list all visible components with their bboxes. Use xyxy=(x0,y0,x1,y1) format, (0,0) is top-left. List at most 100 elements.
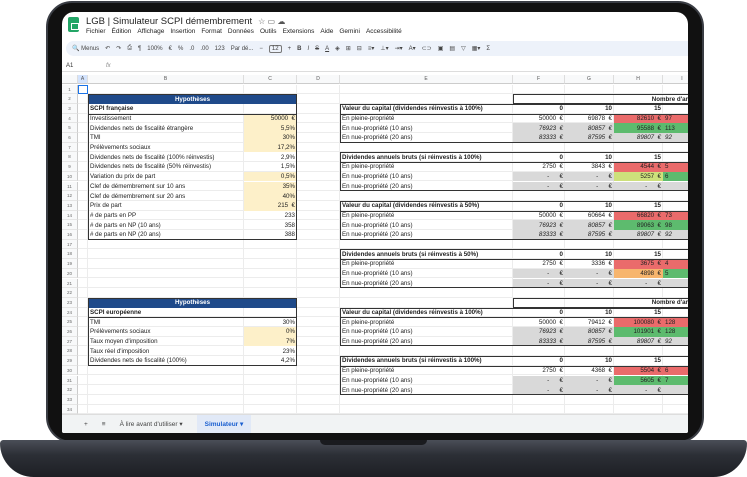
hypothesis-value[interactable]: 7% xyxy=(244,336,297,347)
rotate-icon[interactable]: A▾ xyxy=(408,46,416,52)
row-header[interactable]: 27 xyxy=(62,336,78,347)
hypothesis-value[interactable]: 215 € xyxy=(244,200,297,211)
hypothesis-value[interactable]: 40% xyxy=(244,191,297,201)
menu-insertion[interactable]: Insertion xyxy=(170,28,196,35)
hypothesis-value[interactable]: 50000 € xyxy=(244,113,297,124)
column-header[interactable]: C xyxy=(244,75,297,84)
row-header[interactable]: 14 xyxy=(62,210,78,221)
paint-format-icon[interactable]: ¶ xyxy=(138,45,142,52)
column-header[interactable]: F xyxy=(513,75,565,84)
row-header[interactable]: 32 xyxy=(62,385,78,395)
menu-extensions[interactable]: Extensions xyxy=(282,28,315,35)
sheet-tab[interactable]: Simulateur ▾ xyxy=(196,415,252,433)
comment-icon[interactable]: ▣ xyxy=(437,46,444,52)
link-icon[interactable]: ⊂⊃ xyxy=(421,46,432,52)
row-header[interactable]: 13 xyxy=(62,200,78,211)
row-header[interactable]: 20 xyxy=(62,268,78,279)
more-formats-button[interactable]: 123 xyxy=(214,45,225,52)
row-header[interactable]: 2 xyxy=(62,94,78,104)
row-header[interactable]: 19 xyxy=(62,259,78,269)
row-header[interactable]: 30 xyxy=(62,365,78,376)
menu-accessibilité[interactable]: Accessibilité xyxy=(365,28,402,35)
chart-icon[interactable]: ▤ xyxy=(449,46,456,52)
row-header[interactable]: 28 xyxy=(62,346,78,357)
hypothesis-value[interactable]: 5,5% xyxy=(244,123,297,133)
column-header[interactable]: D xyxy=(297,75,340,84)
row-header[interactable]: 23 xyxy=(62,297,78,308)
row-header[interactable]: 17 xyxy=(62,239,78,250)
redo-icon[interactable]: ↷ xyxy=(116,46,122,52)
borders-icon[interactable]: ⊞ xyxy=(345,46,351,52)
column-header[interactable]: A xyxy=(78,75,88,84)
all-sheets-button[interactable]: ≡ xyxy=(101,420,106,428)
merge-icon[interactable]: ⊟ xyxy=(356,46,362,52)
star-folder-cloud-icons[interactable]: ☆ ▭ ☁ xyxy=(258,17,286,26)
font-size-decrease[interactable]: − xyxy=(259,45,263,52)
row-header[interactable]: 29 xyxy=(62,356,78,366)
increase-decimal-button[interactable]: .00 xyxy=(200,45,209,52)
row-header[interactable]: 16 xyxy=(62,230,78,240)
bold-button[interactable]: B xyxy=(297,45,302,52)
column-header[interactable]: H xyxy=(614,75,663,84)
row-header[interactable]: 7 xyxy=(62,142,78,153)
row-header[interactable]: 8 xyxy=(62,152,78,163)
row-header[interactable]: 6 xyxy=(62,133,78,143)
font-select[interactable]: Par dé... xyxy=(230,45,254,52)
percent-button[interactable]: % xyxy=(177,45,184,52)
align-icon[interactable]: ≡▾ xyxy=(367,46,375,52)
document-title[interactable]: LGB | Simulateur SCPI démembrement ☆ ▭ ☁ xyxy=(86,16,285,27)
currency-button[interactable]: € xyxy=(168,45,172,52)
italic-button[interactable]: I xyxy=(307,45,310,52)
text-color-button[interactable]: A xyxy=(325,45,330,52)
font-size-input[interactable]: 12 xyxy=(268,44,282,53)
menu-outils[interactable]: Outils xyxy=(259,28,277,35)
row-header[interactable]: 9 xyxy=(62,162,78,172)
valign-icon[interactable]: ⊥▾ xyxy=(380,46,389,52)
row-header[interactable]: 33 xyxy=(62,394,78,405)
menu-gemini[interactable]: Gemini xyxy=(339,28,360,35)
row-header[interactable]: 25 xyxy=(62,317,78,327)
row-header[interactable]: 5 xyxy=(62,123,78,133)
filter-views-icon[interactable]: ▦▾ xyxy=(471,46,481,52)
undo-icon[interactable]: ↶ xyxy=(105,46,111,52)
fill-color-icon[interactable]: ◈ xyxy=(335,46,340,52)
wrap-icon[interactable]: ⇥▾ xyxy=(394,46,403,52)
menu-données[interactable]: Données xyxy=(227,28,254,35)
print-icon[interactable]: ⎙ xyxy=(127,45,133,51)
strikethrough-button[interactable]: S xyxy=(315,45,320,52)
add-sheet-button[interactable]: + xyxy=(84,420,88,428)
menu-format[interactable]: Format xyxy=(201,28,222,35)
decrease-decimal-button[interactable]: .0 xyxy=(189,45,195,52)
menu-aide[interactable]: Aide xyxy=(320,28,334,35)
menu-édition[interactable]: Édition xyxy=(111,28,132,35)
row-header[interactable]: 21 xyxy=(62,278,78,289)
row-header[interactable]: 3 xyxy=(62,103,78,114)
filter-icon[interactable]: ▽ xyxy=(461,46,466,52)
row-header[interactable]: 31 xyxy=(62,375,78,386)
search-menus[interactable]: 🔍 Menus xyxy=(72,46,100,52)
column-header[interactable]: G xyxy=(565,75,614,84)
row-header[interactable]: 1 xyxy=(62,84,78,95)
column-header[interactable]: B xyxy=(88,75,244,84)
hypothesis-value[interactable]: 30% xyxy=(244,133,297,143)
sheet-tab[interactable]: À lire avant d'utiliser ▾ xyxy=(119,421,183,428)
zoom-select[interactable]: 100% xyxy=(147,45,163,52)
row-header[interactable]: 18 xyxy=(62,249,78,260)
hypothesis-value[interactable]: 0% xyxy=(244,327,297,337)
functions-button[interactable]: Σ xyxy=(486,45,491,52)
row-header[interactable]: 12 xyxy=(62,191,78,201)
hypothesis-value[interactable]: 35% xyxy=(244,181,297,192)
select-all-corner[interactable] xyxy=(62,75,78,84)
hypothesis-value[interactable]: 0,5% xyxy=(244,171,297,182)
row-header[interactable]: 26 xyxy=(62,327,78,337)
row-header[interactable]: 4 xyxy=(62,113,78,124)
name-box[interactable]: A1 xyxy=(66,62,74,69)
menu-fichier[interactable]: Fichier xyxy=(86,28,106,35)
column-header[interactable]: I xyxy=(663,75,688,84)
hypothesis-value[interactable]: 17,2% xyxy=(244,142,297,153)
menu-affichage[interactable]: Affichage xyxy=(137,28,165,35)
column-header[interactable]: E xyxy=(340,75,513,84)
row-header[interactable]: 24 xyxy=(62,307,78,318)
row-header[interactable]: 10 xyxy=(62,171,78,182)
row-header[interactable]: 15 xyxy=(62,220,78,230)
